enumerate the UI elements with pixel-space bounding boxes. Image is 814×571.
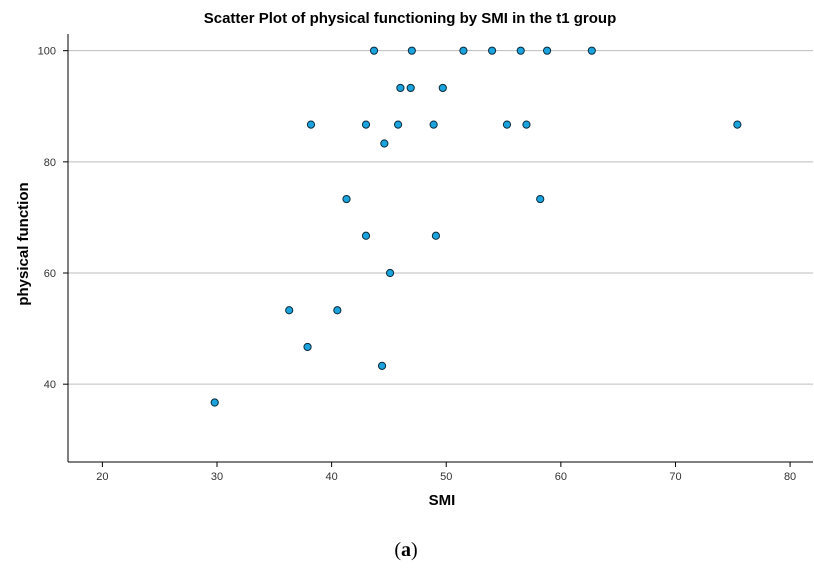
- x-tick-label: 60: [555, 471, 567, 483]
- data-point: [536, 194, 545, 204]
- data-point: [487, 46, 497, 55]
- data-point: [502, 120, 512, 129]
- y-tick-label: 40: [44, 379, 56, 391]
- x-tick-label: 40: [325, 471, 337, 483]
- data-point: [733, 120, 742, 129]
- data-point: [377, 361, 387, 370]
- data-point: [522, 120, 531, 129]
- data-point: [385, 268, 395, 278]
- x-axis-label: SMI: [429, 492, 456, 509]
- panel-caption: (a): [394, 539, 417, 561]
- y-tick-label: 80: [44, 157, 56, 169]
- data-point: [516, 46, 525, 55]
- y-tick-label: 60: [44, 268, 56, 280]
- data-point: [438, 83, 447, 93]
- data-point: [306, 120, 316, 129]
- x-axis-ticks: 20 30 40 50 60 70 80: [96, 462, 796, 483]
- data-point: [542, 46, 552, 55]
- data-point: [342, 194, 351, 204]
- caption-letter: a: [401, 539, 411, 561]
- data-point: [407, 46, 416, 55]
- x-tick-label: 30: [211, 471, 223, 483]
- data-point: [406, 83, 415, 93]
- y-tick-label: 100: [38, 46, 56, 58]
- x-tick-label: 80: [784, 471, 796, 483]
- chart-title: Scatter Plot of physical functioning by …: [204, 10, 617, 27]
- data-points: [210, 46, 742, 407]
- caption-close-paren: ): [411, 539, 418, 561]
- data-point: [429, 120, 438, 129]
- x-tick-label: 50: [440, 471, 452, 483]
- data-point: [380, 139, 389, 148]
- y-axis-label: physical function: [15, 182, 32, 305]
- gridlines: [68, 50, 813, 385]
- data-point: [333, 306, 342, 315]
- data-point: [459, 46, 468, 55]
- x-tick-label: 70: [669, 471, 681, 483]
- data-point: [369, 46, 379, 55]
- y-axis-ticks: 40 60 80 100: [38, 46, 68, 391]
- data-point: [396, 83, 405, 93]
- data-point: [361, 231, 371, 240]
- data-point: [210, 398, 219, 407]
- x-tick-label: 20: [96, 471, 108, 483]
- data-point: [361, 120, 371, 129]
- data-point: [285, 306, 294, 315]
- caption-open-paren: (: [394, 539, 401, 561]
- data-point: [431, 231, 441, 240]
- data-point: [587, 46, 596, 55]
- data-point: [303, 342, 312, 352]
- data-point: [393, 120, 403, 129]
